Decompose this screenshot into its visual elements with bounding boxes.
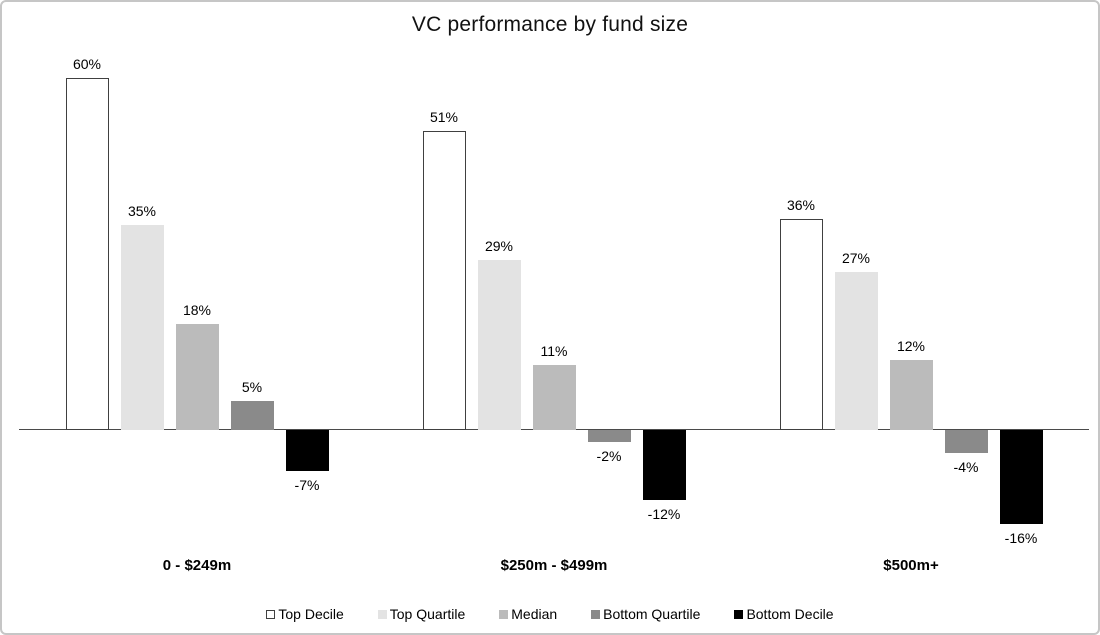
legend-label: Top Quartile bbox=[389, 606, 466, 622]
value-label: 29% bbox=[484, 237, 514, 254]
value-label: 27% bbox=[841, 249, 871, 266]
value-label: 11% bbox=[540, 343, 568, 360]
value-label: 18% bbox=[182, 302, 212, 319]
value-label: -16% bbox=[1004, 529, 1038, 546]
legend: Top Decile Top Quartile Median Bottom Quart… bbox=[2, 606, 1098, 622]
legend-label: Bottom Decile bbox=[746, 606, 834, 622]
legend-swatch-icon bbox=[499, 609, 509, 619]
legend-label: Median bbox=[511, 606, 558, 622]
legend-swatch-icon bbox=[591, 609, 601, 619]
bar-median bbox=[889, 359, 933, 430]
bar-top-decile bbox=[779, 218, 823, 430]
legend-item-median: Median bbox=[499, 606, 557, 622]
chart-title: VC performance by fund size bbox=[411, 13, 689, 36]
bar-top-decile bbox=[65, 77, 109, 430]
bar-bottom-quartile bbox=[944, 430, 988, 454]
legend-swatch-icon bbox=[734, 609, 744, 619]
legend-item-top-decile: Top Decile bbox=[266, 606, 344, 622]
value-label: -7% bbox=[294, 477, 320, 494]
bar-top-decile bbox=[422, 130, 466, 430]
legend-item-bottom-decile: Bottom Decile bbox=[734, 606, 834, 622]
legend-swatch-icon bbox=[377, 609, 387, 619]
bar-bottom-quartile bbox=[230, 400, 274, 430]
value-label: 5% bbox=[241, 378, 263, 395]
bar-median bbox=[175, 324, 219, 430]
category-label: $500m+ bbox=[883, 557, 939, 574]
bar-bottom-quartile bbox=[587, 430, 631, 442]
category-label: $250m - $499m bbox=[500, 557, 608, 574]
value-label: -2% bbox=[596, 447, 622, 464]
category-label: 0 - $249m bbox=[162, 557, 232, 574]
legend-label: Bottom Quartile bbox=[603, 606, 701, 622]
bar-top-quartile bbox=[120, 224, 164, 430]
legend-swatch-icon bbox=[266, 609, 276, 619]
value-label: 51% bbox=[429, 108, 459, 125]
value-label: 35% bbox=[127, 202, 157, 219]
bar-bottom-decile bbox=[999, 430, 1043, 524]
legend-item-bottom-quartile: Bottom Quartile bbox=[591, 606, 700, 622]
legend-item-top-quartile: Top Quartile bbox=[377, 606, 466, 622]
bar-bottom-decile bbox=[285, 430, 329, 472]
value-label: 36% bbox=[786, 196, 816, 213]
bar-bottom-decile bbox=[642, 430, 686, 501]
value-label: -4% bbox=[953, 459, 979, 476]
bar-top-quartile bbox=[477, 259, 521, 430]
value-label: -12% bbox=[647, 506, 681, 523]
value-label: 60% bbox=[72, 55, 102, 72]
bar-top-quartile bbox=[834, 271, 878, 430]
value-label: 12% bbox=[896, 337, 926, 354]
bar-median bbox=[532, 365, 576, 430]
legend-label: Top Decile bbox=[278, 606, 344, 622]
